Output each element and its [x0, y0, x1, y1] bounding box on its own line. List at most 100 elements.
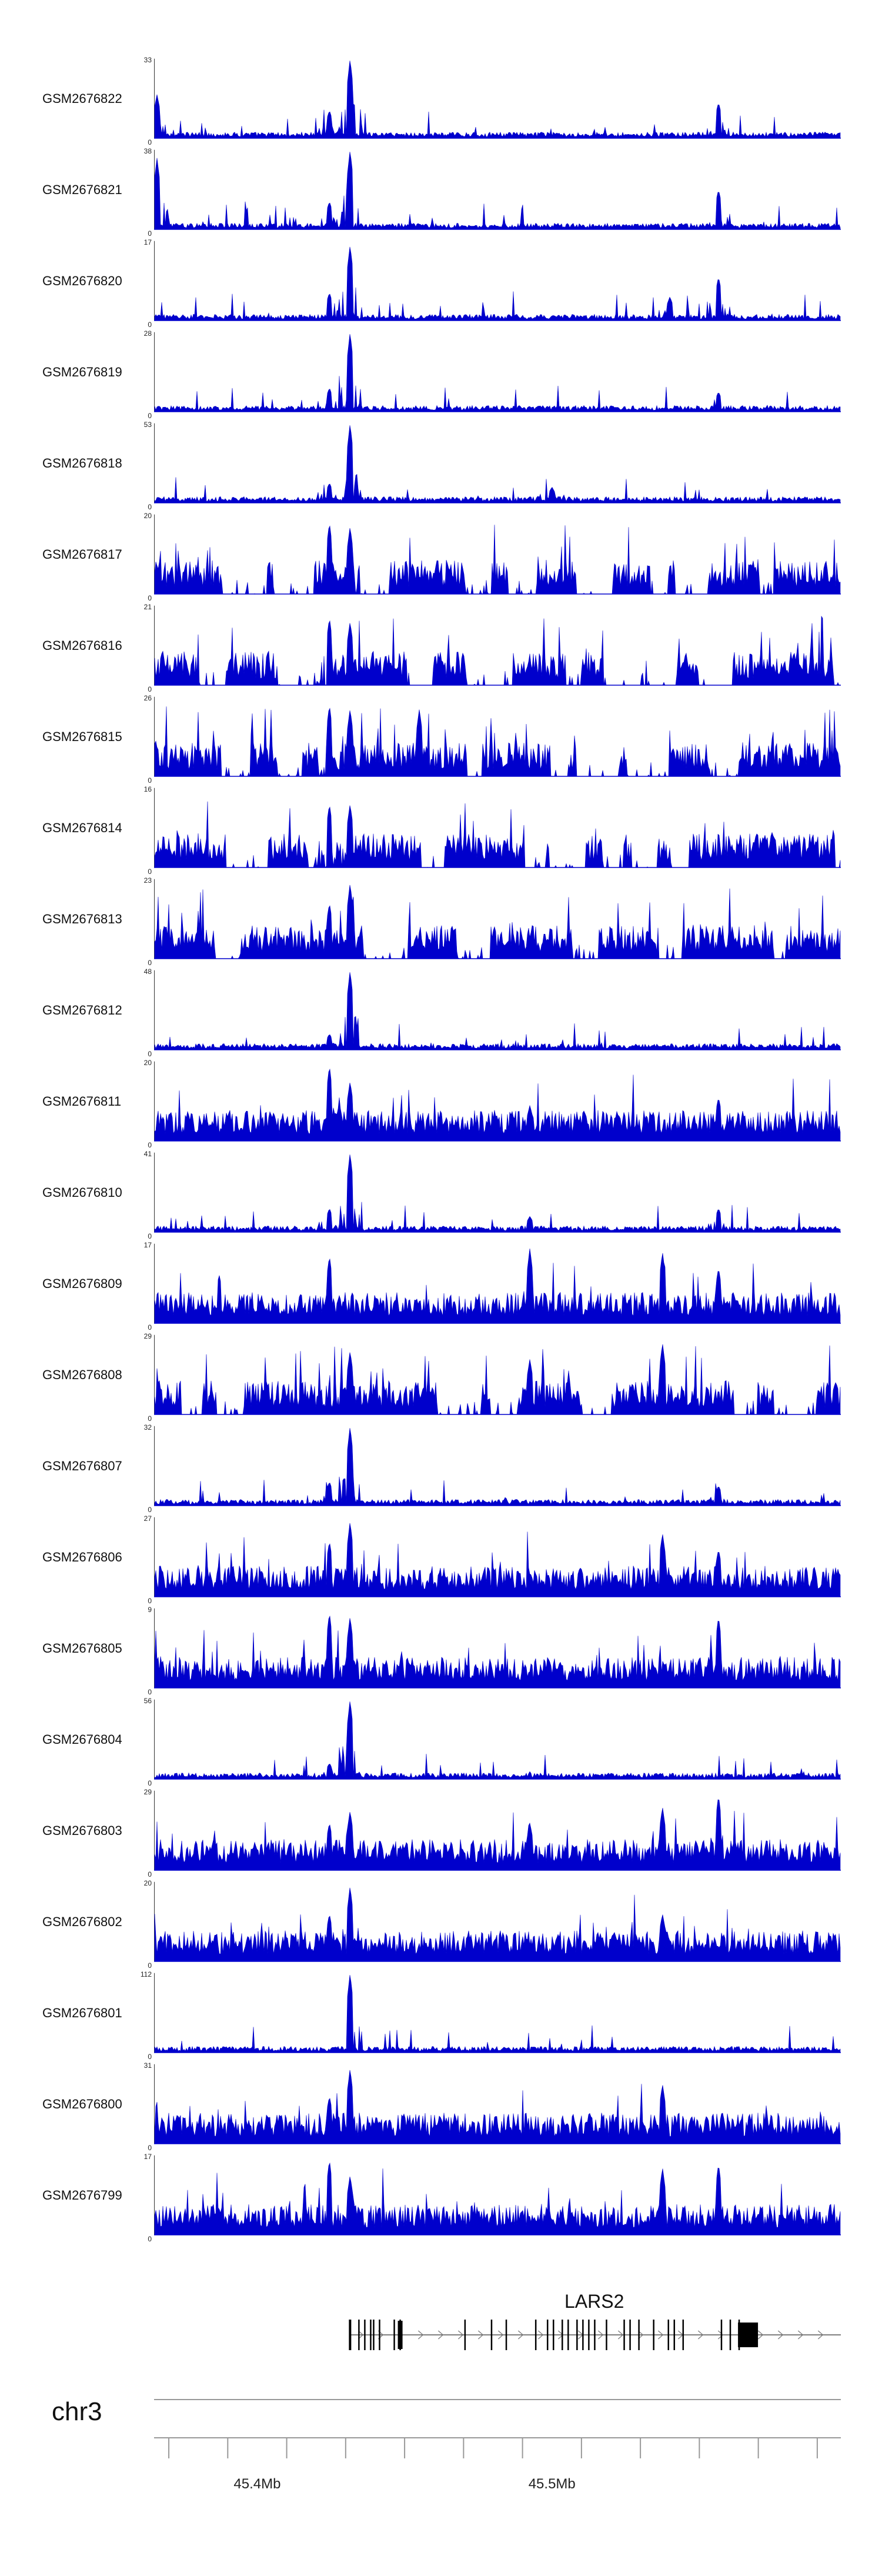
y-zero-tick-label: 0 — [148, 229, 152, 238]
track-GSM2676818: GSM2676818 53 0 — [0, 421, 882, 512]
coverage-area-GSM2676807 — [154, 1428, 841, 1506]
y-zero-tick-label: 0 — [148, 685, 152, 693]
track-label: GSM2676808 — [42, 1367, 122, 1382]
track-GSM2676812: GSM2676812 48 0 — [0, 967, 882, 1059]
exon — [552, 2320, 554, 2350]
track-GSM2676822: GSM2676822 33 0 — [0, 56, 882, 147]
track-label: GSM2676801 — [42, 2006, 122, 2020]
coverage-plot — [154, 241, 841, 321]
y-zero-tick-label: 0 — [148, 1414, 152, 1423]
track-GSM2676802: GSM2676802 20 0 — [0, 1879, 882, 1970]
coverage-area-GSM2676822 — [154, 61, 841, 139]
y-zero-tick-label: 0 — [148, 138, 152, 146]
strand-arrow — [437, 2330, 444, 2340]
y-max-tick-label: 16 — [143, 785, 152, 793]
coverage-area-GSM2676808 — [154, 1344, 841, 1415]
track-label: GSM2676810 — [42, 1185, 122, 1200]
exon — [638, 2320, 640, 2350]
track-GSM2676817: GSM2676817 20 0 — [0, 512, 882, 603]
track-GSM2676806: GSM2676806 27 0 — [0, 1514, 882, 1606]
y-zero-tick-label: 0 — [148, 503, 152, 511]
exon — [370, 2320, 372, 2350]
strand-arrow — [477, 2330, 484, 2340]
y-max-tick-label: 41 — [143, 1150, 152, 1158]
coverage-area-GSM2676799 — [154, 2162, 841, 2235]
y-max-tick-label: 20 — [143, 1879, 152, 1887]
track-GSM2676816: GSM2676816 21 0 — [0, 603, 882, 694]
gene-model — [349, 2320, 841, 2350]
coverage-plot — [154, 2064, 841, 2144]
track-GSM2676800: GSM2676800 31 0 — [0, 2061, 882, 2153]
coverage-plot — [154, 2155, 841, 2235]
y-zero-tick-label: 0 — [148, 1597, 152, 1605]
strand-arrow — [757, 2330, 764, 2340]
y-max-tick-label: 28 — [143, 329, 152, 338]
coverage-plot — [154, 58, 841, 139]
coverage-area-GSM2676801 — [154, 1975, 841, 2053]
strand-arrow — [597, 2330, 604, 2340]
exon — [358, 2320, 360, 2350]
y-zero-tick-label: 0 — [148, 1688, 152, 1696]
exon — [629, 2320, 631, 2350]
track-GSM2676805: GSM2676805 9 0 — [0, 1606, 882, 1697]
exon — [393, 2320, 395, 2350]
track-GSM2676819: GSM2676819 28 0 — [0, 329, 882, 421]
track-GSM2676808: GSM2676808 29 0 — [0, 1332, 882, 1423]
exon — [562, 2320, 563, 2350]
coverage-plot — [154, 514, 841, 595]
coverage-area-GSM2676800 — [154, 2070, 841, 2144]
y-max-tick-label: 56 — [143, 1697, 152, 1705]
track-label: GSM2676816 — [42, 638, 122, 653]
y-max-tick-label: 29 — [143, 1332, 152, 1340]
strand-arrow — [637, 2330, 644, 2340]
exon — [505, 2320, 507, 2350]
track-GSM2676804: GSM2676804 56 0 — [0, 1697, 882, 1788]
y-zero-tick-label: 0 — [148, 1232, 152, 1240]
coverage-area-GSM2676815 — [154, 706, 841, 778]
exon — [576, 2320, 578, 2350]
coverage-plot — [154, 1517, 841, 1597]
exon — [490, 2320, 493, 2350]
track-label: GSM2676815 — [42, 729, 122, 744]
track-GSM2676821: GSM2676821 38 0 — [0, 147, 882, 238]
coverage-area-GSM2676818 — [154, 425, 841, 503]
coverage-plot — [154, 605, 841, 686]
y-zero-tick-label: 0 — [148, 959, 152, 967]
coverage-plot — [154, 696, 841, 778]
track-label: GSM2676804 — [42, 1732, 122, 1747]
track-label: GSM2676803 — [42, 1823, 122, 1838]
track-GSM2676811: GSM2676811 20 0 — [0, 1059, 882, 1150]
coverage-area-GSM2676809 — [154, 1248, 841, 1324]
coverage-plot — [154, 1334, 841, 1415]
y-zero-tick-label: 0 — [148, 2235, 152, 2243]
y-zero-tick-label: 0 — [148, 1141, 152, 1149]
genome-axis: chr3 45.4Mb 45.5Mb — [0, 2376, 882, 2505]
y-max-tick-label: 9 — [148, 1606, 152, 1614]
coverage-area-GSM2676819 — [154, 334, 841, 412]
track-label: GSM2676819 — [42, 365, 122, 379]
y-zero-tick-label: 0 — [148, 321, 152, 329]
track-label: GSM2676812 — [42, 1003, 122, 1017]
y-max-tick-label: 29 — [143, 1788, 152, 1796]
y-zero-tick-label: 0 — [148, 1961, 152, 1970]
track-label: GSM2676802 — [42, 1914, 122, 1929]
track-label: GSM2676817 — [42, 547, 122, 562]
y-max-tick-label: 31 — [143, 2061, 152, 2070]
track-GSM2676801: GSM2676801 112 0 — [0, 1970, 882, 2061]
strand-arrow — [617, 2330, 624, 2340]
y-max-tick-label: 112 — [140, 1970, 152, 1978]
y-max-tick-label: 48 — [143, 967, 152, 976]
exon — [594, 2320, 596, 2350]
y-max-tick-label: 21 — [143, 603, 152, 611]
y-zero-tick-label: 0 — [148, 2053, 152, 2061]
exon — [582, 2320, 584, 2350]
coverage-plot — [154, 1152, 841, 1233]
y-zero-tick-label: 0 — [148, 594, 152, 602]
coverage-plot — [154, 1881, 841, 1962]
strand-arrow — [517, 2330, 524, 2340]
y-zero-tick-label: 0 — [148, 412, 152, 420]
coverage-plot — [154, 1061, 841, 1142]
exon — [349, 2320, 352, 2350]
axis-ruler — [154, 2399, 841, 2458]
y-max-tick-label: 17 — [143, 2153, 152, 2161]
